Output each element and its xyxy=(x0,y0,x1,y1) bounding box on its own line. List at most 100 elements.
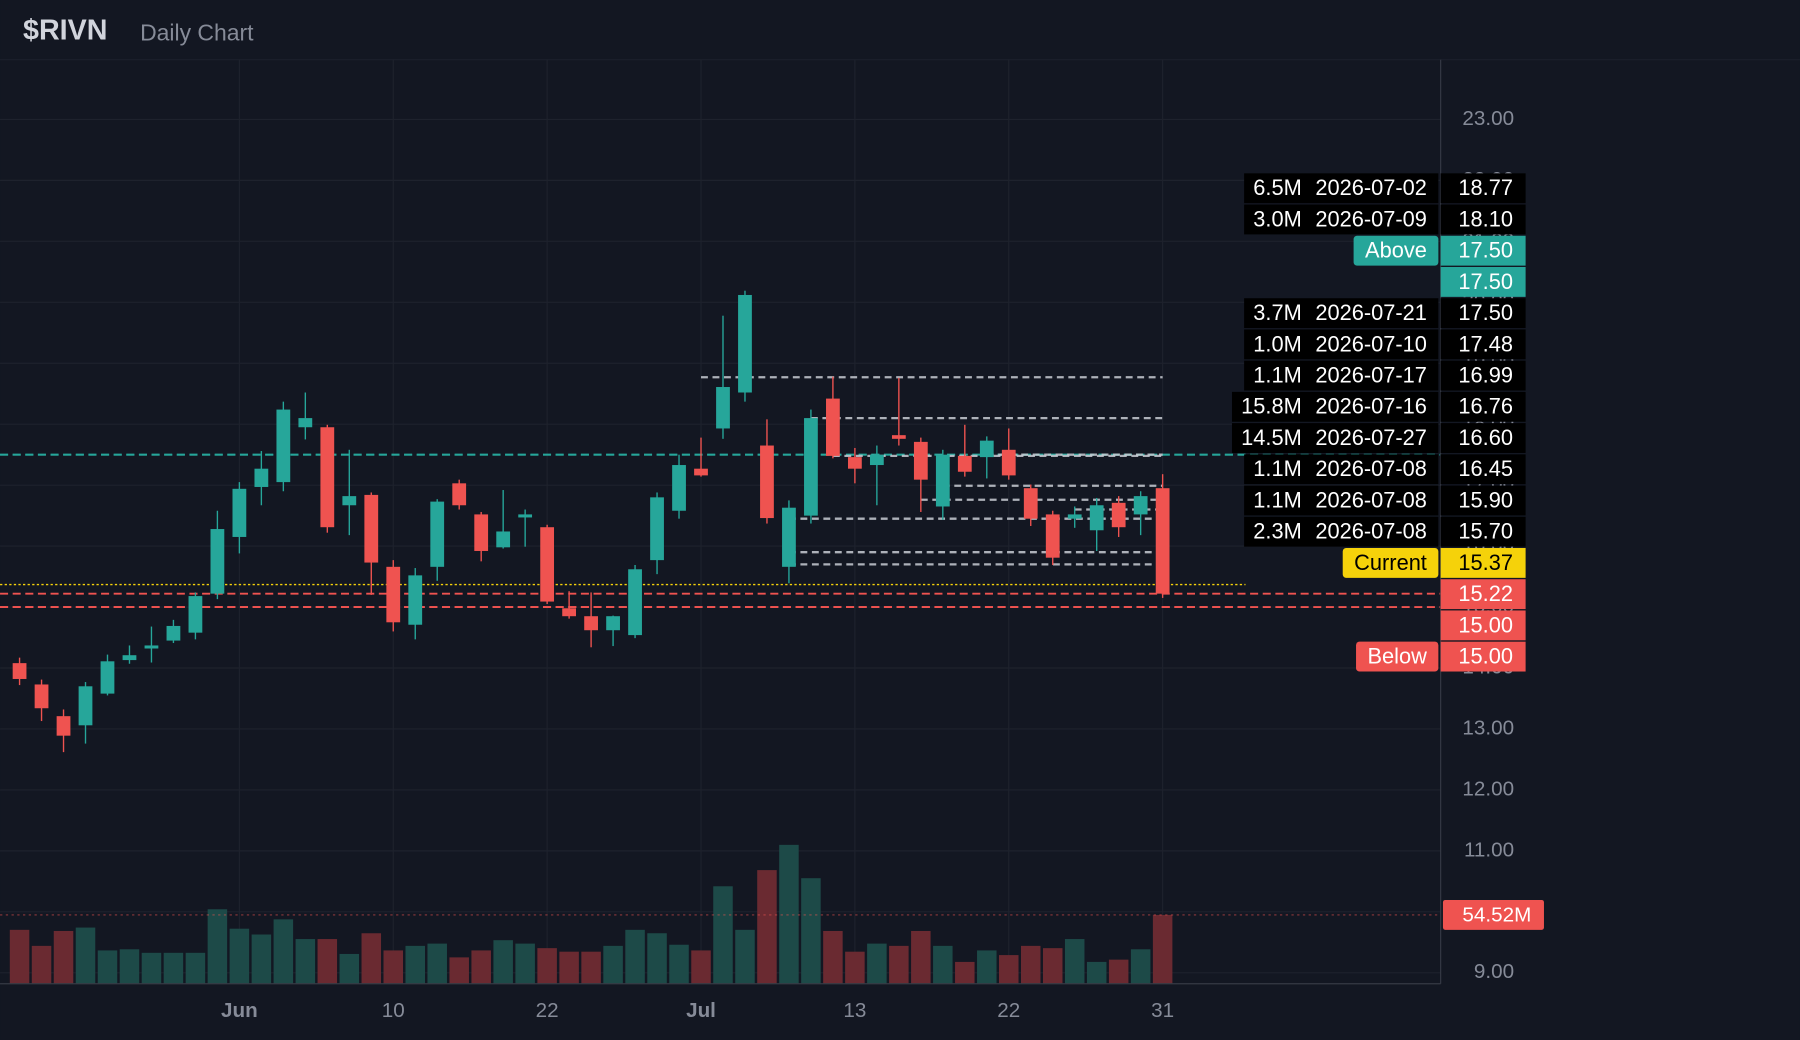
volume-bar xyxy=(713,886,733,984)
candle-body xyxy=(12,663,27,679)
volume-bar xyxy=(977,950,997,984)
volume-bar xyxy=(185,952,206,984)
candle-body xyxy=(166,625,181,641)
volume-bar xyxy=(229,928,250,984)
volume-bar xyxy=(955,961,975,984)
volume-bar xyxy=(119,949,140,984)
x-tick-label: 22 xyxy=(997,999,1020,1022)
candle-body xyxy=(1111,502,1126,528)
price-box xyxy=(1440,579,1526,610)
candle-body xyxy=(869,454,884,466)
order-size: 1.1M xyxy=(1253,456,1301,481)
price-box xyxy=(1440,360,1526,391)
x-tick-label: Jul xyxy=(686,999,716,1022)
y-tick-label: 13.00 xyxy=(1462,716,1514,739)
candle-body xyxy=(1089,505,1104,531)
marker-tag-box xyxy=(1342,548,1439,578)
volume-bar xyxy=(779,844,799,984)
volume-bar xyxy=(625,929,645,984)
order-box xyxy=(1244,485,1439,516)
volume-bar xyxy=(1086,961,1107,984)
volume-bar xyxy=(383,950,404,984)
candle-body xyxy=(540,527,555,602)
volume-bar xyxy=(361,933,382,984)
marker-price: 15.37 xyxy=(1458,550,1513,575)
price-box xyxy=(1440,298,1526,329)
candle-body xyxy=(1045,514,1060,558)
y-tick-label: 23.00 xyxy=(1462,107,1514,130)
order-size: 3.0M xyxy=(1253,206,1301,231)
order-box xyxy=(1244,454,1439,485)
order-price: 16.45 xyxy=(1458,456,1513,481)
order-box xyxy=(1244,173,1439,204)
chart-title: $RIVN xyxy=(23,15,108,47)
candle-body xyxy=(496,531,511,548)
grid xyxy=(0,59,1441,984)
volume-bar xyxy=(317,939,338,984)
candle-body xyxy=(430,501,445,567)
candle-body xyxy=(782,507,796,567)
order-price: 16.76 xyxy=(1458,394,1513,419)
candle-body xyxy=(826,398,840,456)
order-price: 16.60 xyxy=(1458,425,1513,450)
volume-bar xyxy=(427,943,447,984)
volume-bar xyxy=(845,951,865,984)
volume-bar xyxy=(933,945,953,984)
volume-bar xyxy=(1152,914,1173,984)
order-date: 2026-07-10 xyxy=(1315,331,1427,356)
volume-bar xyxy=(31,945,52,984)
candle-body xyxy=(979,440,994,458)
volume-bar xyxy=(449,957,469,984)
volume-bar xyxy=(1130,949,1151,984)
x-tick-label: Jun xyxy=(221,999,258,1022)
price-box xyxy=(1440,454,1526,485)
candle-body xyxy=(210,529,225,594)
candle-body xyxy=(891,435,906,439)
volume-bar xyxy=(1108,959,1129,984)
volume-bar xyxy=(405,945,425,984)
y-tick-label: 12.00 xyxy=(1462,777,1514,800)
volume-bar xyxy=(581,951,601,984)
volume-bar xyxy=(1020,945,1041,984)
order-size: 1.0M xyxy=(1253,331,1301,356)
candle-body xyxy=(408,575,423,625)
candle-body xyxy=(100,661,115,694)
candle-body xyxy=(716,387,730,429)
order-date: 2026-07-17 xyxy=(1315,363,1427,388)
marker-price: 15.00 xyxy=(1458,644,1513,669)
price-box xyxy=(1440,391,1526,422)
x-tick-label: 22 xyxy=(536,999,559,1022)
order-price: 15.90 xyxy=(1458,487,1513,512)
candles xyxy=(12,290,1170,753)
x-tick-label: 10 xyxy=(382,999,405,1022)
price-box xyxy=(1440,516,1526,547)
order-date: 2026-07-08 xyxy=(1315,487,1427,512)
volume-bar xyxy=(515,943,535,984)
candle-body xyxy=(320,427,335,528)
volume-bar xyxy=(53,930,74,984)
order-date: 2026-07-02 xyxy=(1315,175,1427,200)
candle-body xyxy=(78,686,93,726)
order-date: 2026-07-08 xyxy=(1315,456,1427,481)
order-size: 1.1M xyxy=(1253,487,1301,512)
order-date: 2026-07-16 xyxy=(1315,394,1427,419)
volume-bar xyxy=(823,930,843,984)
order-date: 2026-07-09 xyxy=(1315,206,1427,231)
order-size: 1.1M xyxy=(1253,363,1301,388)
candle-body xyxy=(232,488,247,537)
candle-body xyxy=(628,569,642,636)
candle-body xyxy=(342,496,357,506)
marker-tag-box xyxy=(1356,641,1439,672)
volume-bar xyxy=(1042,948,1063,984)
volume-bar xyxy=(999,955,1019,984)
order-box xyxy=(1231,423,1439,453)
order-price: 17.50 xyxy=(1458,300,1513,325)
order-box xyxy=(1244,516,1439,547)
candle-body xyxy=(650,497,664,561)
volume-bar xyxy=(97,950,118,984)
candle-body xyxy=(1067,514,1082,519)
volume-bar xyxy=(911,930,931,984)
volume-bar xyxy=(801,878,821,984)
volume-tag-box xyxy=(1442,899,1544,930)
